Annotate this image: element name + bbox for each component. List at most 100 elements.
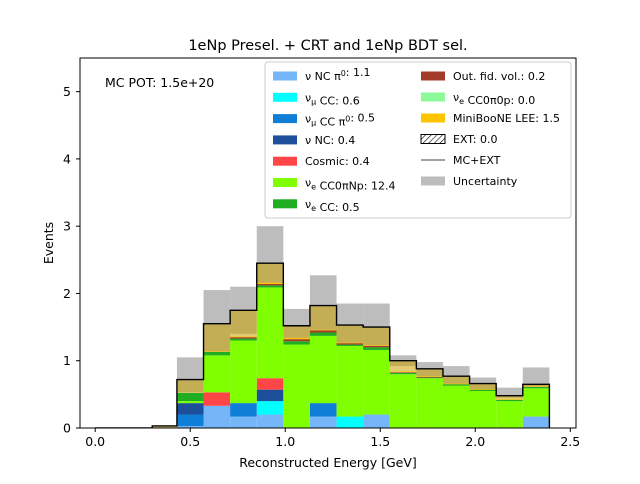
- mc-ext-step-line: [95, 262, 551, 428]
- legend-frame: [264, 61, 572, 219]
- legend-label: Cosmic: 0.4: [305, 155, 370, 168]
- y-tick-label: 5: [63, 84, 71, 99]
- stack-bar-series-2: [230, 403, 257, 417]
- legend-label: νe CC: 0.5: [305, 198, 360, 214]
- stack-bar-series-5: [176, 401, 204, 404]
- stack-bar-series-7: [230, 337, 257, 339]
- stack-bar-series-7: [336, 343, 364, 345]
- uncertainty-bar: [522, 367, 550, 388]
- stack-bar-series-6: [389, 372, 417, 375]
- stack-bar-series-9: [416, 376, 443, 377]
- y-tick-label: 2: [63, 286, 71, 301]
- stack-bar-series-6: [203, 351, 231, 356]
- stack-bar-series-6: [176, 393, 204, 402]
- stack-bar-series-7: [363, 345, 390, 348]
- stack-bar-series-2: [309, 403, 337, 417]
- legend-label: ν NC: 0.4: [305, 134, 355, 147]
- lee-overlay-bar: [336, 325, 364, 343]
- legend-swatch: [273, 71, 297, 81]
- lee-overlay-bar: [176, 379, 204, 394]
- stack-bar-series-4: [203, 392, 231, 406]
- legend-swatch: [421, 176, 445, 186]
- legend-swatch: [273, 135, 297, 145]
- lee-overlay-bar: [469, 383, 497, 389]
- legend-label: Uncertainty: [453, 175, 518, 188]
- legend-label: EXT: 0.0: [453, 133, 498, 146]
- lee-overlay-bar: [203, 323, 231, 352]
- stack-bar-series-6: [363, 347, 390, 350]
- y-tick-label: 0: [63, 421, 71, 436]
- stack-bar-series-9: [389, 371, 417, 373]
- lee-overlay-bar: [363, 327, 390, 346]
- lee-overlay-bar: [389, 360, 417, 372]
- stack-bar-series-6: [336, 344, 364, 346]
- stack-bar-series-0: [363, 414, 390, 428]
- legend-swatch: [421, 71, 445, 81]
- x-tick-label: 1.5: [370, 434, 390, 449]
- stack-bar-series-6: [309, 332, 337, 336]
- lee-overlay-bar: [152, 425, 177, 428]
- stack-bar-series-3: [256, 389, 284, 402]
- stack-bar-series-5: [496, 401, 523, 428]
- stack-bar-series-9: [309, 329, 337, 331]
- y-axis-label: Events: [41, 222, 56, 264]
- stack-bar-series-6: [469, 389, 497, 391]
- stack-bar-series-5: [309, 335, 337, 404]
- stack-bar-series-7: [416, 376, 443, 378]
- legend-swatch: [421, 113, 445, 123]
- stack-bar-series-3: [176, 403, 204, 415]
- stack-bar-series-0: [176, 425, 204, 428]
- stack-bar-series-7: [283, 339, 310, 342]
- stack-bar-series-0: [256, 414, 284, 428]
- legend-swatch: [421, 92, 445, 102]
- stack-bar-series-9: [203, 351, 231, 352]
- x-tick-label: 0.0: [85, 434, 105, 449]
- stack-bar-series-0: [203, 405, 231, 428]
- stack-bar-series-7: [309, 330, 337, 333]
- stack-bar-series-5: [442, 385, 470, 428]
- stack-bar-series-9: [336, 342, 364, 344]
- legend-swatch: [273, 114, 297, 124]
- pot-annotation: MC POT: 1.5e+20: [105, 75, 214, 90]
- x-tick-label: 2.5: [560, 434, 580, 449]
- legend-swatch: [273, 92, 297, 102]
- legend-swatch: [273, 199, 297, 209]
- legend-swatch: [273, 156, 297, 166]
- legend: ν NC π0: 1.1 νμ CC: 0.6 νμ CC π0: 0.5 ν NC:…: [264, 61, 572, 219]
- legend-swatch: [420, 134, 446, 144]
- stack-bar-series-5: [522, 388, 550, 417]
- stack-bar-series-6: [230, 338, 257, 341]
- x-tick-label: 2.0: [465, 434, 485, 449]
- stack-bar-series-0: [522, 416, 550, 428]
- legend-label: νμ CC: 0.6: [305, 91, 360, 107]
- stack-bar-series-0: [230, 416, 257, 428]
- lee-overlay-bar: [442, 376, 470, 384]
- stack-bar-series-9: [442, 383, 470, 385]
- stack-bar-series-5: [416, 378, 443, 428]
- stack-bar-series-5: [469, 391, 497, 428]
- lee-overlay-bar: [522, 384, 550, 387]
- stack-bar-series-7: [389, 372, 417, 373]
- y-tick-label: 3: [63, 219, 71, 234]
- lee-overlay-bar: [283, 325, 310, 338]
- stack-bar-series-9: [469, 388, 497, 390]
- x-tick-label: 0.5: [180, 434, 200, 449]
- stack-bar-series-9: [522, 386, 550, 387]
- chart-title: 1eNp Presel. + CRT and 1eNp BDT sel.: [188, 38, 467, 54]
- stack-bar-series-5: [336, 345, 364, 417]
- stack-bar-series-6: [283, 341, 310, 345]
- stack-bar-series-9: [283, 337, 310, 340]
- lee-overlay-bar: [496, 395, 523, 400]
- stack-bar-series-6: [256, 285, 284, 288]
- y-tick-label: 4: [63, 151, 71, 166]
- lee-overlay-bar: [416, 368, 443, 377]
- stack-bar-series-6: [522, 386, 550, 389]
- stack-bar-series-4: [256, 378, 284, 390]
- lee-overlay-bar: [256, 263, 284, 283]
- legend-label: MiniBooNE LEE: 1.5: [453, 112, 560, 125]
- plot-frame: [79, 57, 577, 429]
- legend-swatch: [273, 178, 297, 187]
- uncertainty-bar: [496, 387, 523, 398]
